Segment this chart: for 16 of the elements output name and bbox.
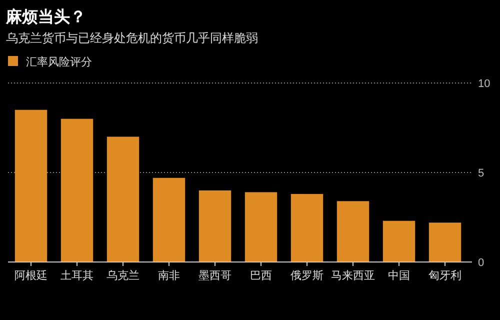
x-tick-label: 土耳其 (60, 269, 94, 282)
x-tick-label: 墨西哥 (198, 270, 232, 282)
x-tick-label: 中国 (388, 269, 410, 282)
chart-subtitle: 乌克兰货币与已经身处危机的货币几乎同样脆弱 (6, 31, 258, 45)
y-tick-label: 5 (478, 168, 484, 180)
y-tick-label: 0 (478, 257, 484, 269)
y-tick-label: 10 (478, 78, 490, 90)
legend-label: 汇率风险评分 (26, 56, 92, 68)
x-tick-label: 乌克兰 (106, 269, 140, 282)
x-tick-label: 马来西亚 (331, 269, 375, 282)
x-tick-label: 南非 (158, 269, 180, 282)
chart-title: 麻烦当头？ (5, 8, 86, 26)
x-tick-label: 匈牙利 (428, 269, 462, 282)
x-tick-label: 巴西 (250, 270, 272, 282)
x-tick-label: 阿根廷 (14, 270, 48, 282)
x-tick-label: 俄罗斯 (290, 269, 324, 282)
